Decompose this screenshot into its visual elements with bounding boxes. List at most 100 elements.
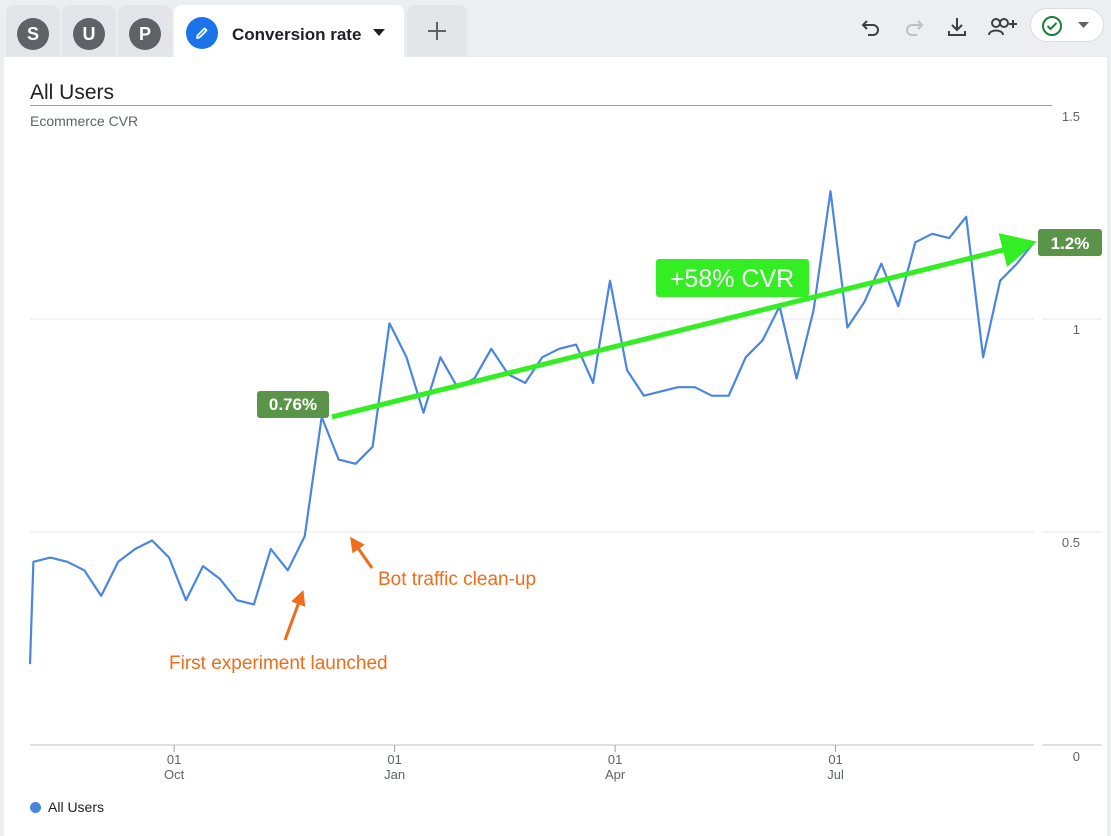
start-value-badge [257, 391, 329, 418]
status-dropdown[interactable] [1030, 8, 1104, 42]
data-point[interactable] [133, 547, 137, 551]
add-person-icon [988, 18, 1017, 36]
data-point[interactable] [354, 462, 358, 466]
end-value-label: 1.2% [1051, 234, 1090, 253]
segment-chip-p: P [129, 18, 161, 50]
data-point[interactable] [964, 215, 968, 219]
data-point[interactable] [116, 560, 120, 564]
data-point[interactable] [405, 355, 409, 359]
data-point[interactable] [540, 355, 544, 359]
data-point[interactable] [184, 598, 188, 602]
data-point[interactable] [693, 385, 697, 389]
data-point[interactable] [269, 547, 273, 551]
data-point[interactable] [862, 300, 866, 304]
legend[interactable]: All Users [30, 799, 104, 815]
data-point[interactable] [947, 236, 951, 240]
data-point[interactable] [998, 279, 1002, 283]
end-value-badge [1038, 229, 1102, 256]
data-point[interactable] [303, 534, 307, 538]
x-tick-month: Oct [164, 767, 185, 782]
data-point[interactable] [727, 394, 731, 398]
data-point[interactable] [201, 564, 205, 568]
series-line-all-users[interactable] [28, 190, 1035, 665]
x-tick-month: Jul [827, 767, 844, 782]
data-point[interactable] [608, 279, 612, 283]
data-point[interactable] [795, 377, 799, 381]
data-point[interactable] [845, 326, 849, 330]
data-point[interactable] [812, 308, 816, 312]
data-point[interactable] [438, 355, 442, 359]
data-point[interactable] [744, 355, 748, 359]
data-point[interactable] [286, 568, 290, 572]
segment-tab-p[interactable]: P [118, 5, 172, 57]
redo-icon [906, 20, 924, 36]
data-point[interactable] [642, 394, 646, 398]
x-tick-day: 01 [828, 752, 842, 767]
data-point[interactable] [659, 389, 663, 393]
add-tab-button[interactable] [407, 5, 467, 57]
data-point[interactable] [28, 662, 32, 666]
data-point[interactable] [150, 539, 154, 543]
undo-button[interactable] [856, 12, 886, 42]
data-point[interactable] [489, 347, 493, 351]
data-point[interactable] [371, 445, 375, 449]
caret-down-icon[interactable] [373, 29, 385, 37]
data-point[interactable] [99, 594, 103, 598]
data-point[interactable] [1015, 262, 1019, 266]
metric-name: Ecommerce CVR [30, 113, 139, 129]
data-point[interactable] [65, 560, 69, 564]
data-point[interactable] [48, 556, 52, 560]
data-point[interactable] [337, 458, 341, 462]
data-point[interactable] [930, 232, 934, 236]
redo-button[interactable] [899, 12, 929, 42]
data-point[interactable] [676, 385, 680, 389]
data-point[interactable] [523, 381, 527, 385]
tab-conversion-rate[interactable]: Conversion rate [174, 5, 404, 57]
note-arrow-first-experiment [283, 590, 306, 641]
data-point[interactable] [82, 568, 86, 572]
share-button[interactable] [986, 12, 1020, 42]
note-first-experiment: First experiment launched [169, 653, 388, 674]
check-circle-icon [1042, 16, 1062, 36]
data-point[interactable] [218, 577, 222, 581]
data-point[interactable] [879, 262, 883, 266]
data-point[interactable] [913, 240, 917, 244]
y-tick-label: 0.5 [1062, 535, 1080, 550]
data-point[interactable] [710, 394, 714, 398]
y-tick-label: 1 [1073, 322, 1080, 337]
data-point[interactable] [981, 355, 985, 359]
data-point[interactable] [828, 189, 832, 193]
legend-dot [30, 801, 41, 813]
data-point[interactable] [761, 338, 765, 342]
data-point[interactable] [557, 347, 561, 351]
segment-name: All Users [30, 81, 115, 104]
data-point[interactable] [591, 381, 595, 385]
data-point[interactable] [31, 560, 35, 564]
data-point[interactable] [388, 321, 392, 325]
x-tick-day: 01 [167, 752, 181, 767]
tab-title: Conversion rate [232, 25, 362, 44]
trend-arrow [331, 233, 1037, 420]
download-button[interactable] [942, 12, 972, 42]
data-point[interactable] [896, 304, 900, 308]
segment-chip-u: U [73, 18, 105, 50]
segment-tab-s[interactable]: S [6, 5, 60, 57]
y-tick-label: 1.5 [1062, 109, 1080, 124]
trend-badge [656, 259, 809, 297]
data-point[interactable] [235, 598, 239, 602]
data-point[interactable] [1032, 240, 1036, 244]
legend-label: All Users [48, 799, 105, 815]
trend-label: +58% CVR [670, 265, 794, 293]
data-point[interactable] [421, 411, 425, 415]
segment-chip-s: S [17, 18, 49, 50]
segment-tab-u[interactable]: U [62, 5, 116, 57]
data-point[interactable] [252, 602, 256, 606]
title-underline [30, 105, 1052, 106]
caret-down-icon [1078, 22, 1089, 28]
y-tick-label: 0 [1073, 749, 1080, 764]
data-point[interactable] [625, 368, 629, 372]
download-icon [948, 18, 966, 36]
data-point[interactable] [574, 343, 578, 347]
data-point[interactable] [167, 556, 171, 560]
